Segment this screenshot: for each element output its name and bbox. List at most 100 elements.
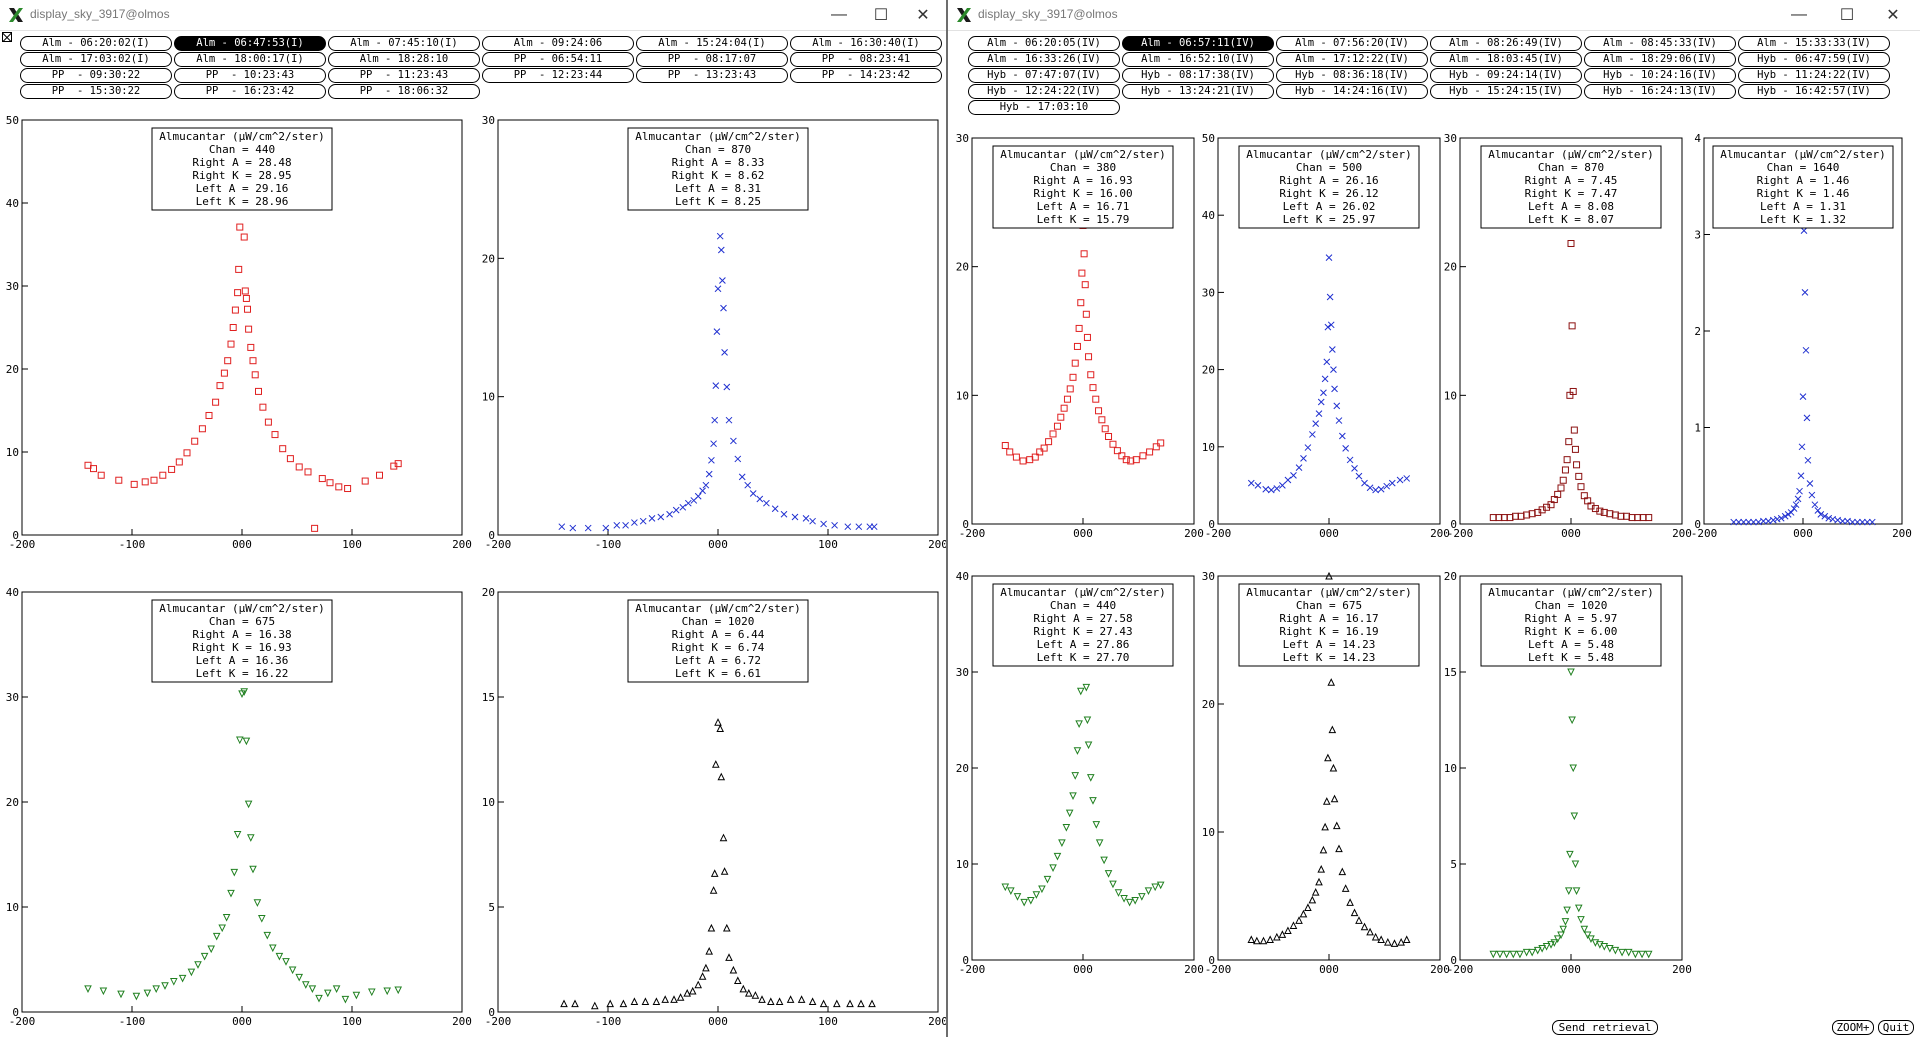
scan-button[interactable]: Hyb - 15:24:15(IV) bbox=[1430, 84, 1582, 99]
data-point bbox=[169, 978, 178, 986]
scan-button[interactable]: PP - 08:17:07 bbox=[636, 52, 788, 67]
data-point bbox=[205, 411, 213, 419]
scan-button[interactable]: Alm - 07:56:20(IV) bbox=[1276, 36, 1428, 51]
scan-button[interactable]: PP - 18:06:32 bbox=[328, 84, 480, 99]
close-button[interactable]: ✕ bbox=[1878, 4, 1908, 26]
minimize-button[interactable]: — bbox=[824, 4, 854, 26]
scan-button[interactable]: Alm - 15:24:04(I) bbox=[636, 36, 788, 51]
data-point bbox=[1799, 393, 1807, 400]
x-tick-label: 200 bbox=[1672, 963, 1692, 976]
scan-button[interactable]: Alm - 08:45:33(IV) bbox=[1584, 36, 1736, 51]
scan-button[interactable]: PP - 09:30:22 bbox=[20, 68, 172, 83]
data-point bbox=[1006, 448, 1014, 456]
data-point bbox=[1796, 487, 1803, 495]
scan-button[interactable]: Alm - 09:24:06 bbox=[482, 36, 634, 51]
data-point bbox=[1095, 407, 1103, 415]
scan-button[interactable]: Alm - 06:57:11(IV) bbox=[1122, 36, 1274, 51]
data-point bbox=[1329, 763, 1338, 772]
data-point bbox=[1797, 472, 1805, 480]
data-point bbox=[220, 369, 228, 377]
data-point bbox=[1317, 398, 1325, 406]
data-point bbox=[143, 989, 152, 998]
scan-button[interactable]: Alm - 15:33:33(IV) bbox=[1738, 36, 1890, 51]
scan-button[interactable]: Hyb - 08:36:18(IV) bbox=[1276, 68, 1428, 83]
scan-button[interactable]: Hyb - 09:24:14(IV) bbox=[1430, 68, 1582, 83]
scan-button[interactable]: Hyb - 07:47:07(IV) bbox=[968, 68, 1120, 83]
data-point bbox=[1315, 410, 1323, 417]
scan-button[interactable]: Alm - 16:30:40(I) bbox=[790, 36, 942, 51]
scan-button[interactable]: Alm - 17:12:22(IV) bbox=[1276, 52, 1428, 67]
data-point bbox=[758, 995, 766, 1003]
data-point bbox=[1278, 930, 1287, 938]
scan-button[interactable]: Hyb - 17:03:10 bbox=[968, 100, 1120, 115]
scan-button[interactable]: Hyb - 12:24:22(IV) bbox=[968, 84, 1120, 99]
send-retrieval-button[interactable]: Send retrieval bbox=[1552, 1020, 1658, 1035]
maximize-button[interactable]: ☐ bbox=[866, 4, 896, 26]
corner-box-icon[interactable] bbox=[2, 32, 12, 42]
data-point bbox=[1320, 389, 1327, 397]
zoom-button[interactable]: ZOOM+ bbox=[1832, 1020, 1874, 1035]
scan-button[interactable]: Alm - 08:26:49(IV) bbox=[1430, 36, 1582, 51]
scan-button[interactable]: Hyb - 11:24:22(IV) bbox=[1738, 68, 1890, 83]
title-bar-left[interactable]: display_sky_3917@olmos — ☐ ✕ bbox=[0, 0, 946, 31]
legend-box bbox=[1238, 583, 1420, 667]
scan-button[interactable]: Hyb - 08:17:38(IV) bbox=[1122, 68, 1274, 83]
maximize-button[interactable]: ☐ bbox=[1832, 4, 1862, 26]
scan-button[interactable]: Alm - 18:03:45(IV) bbox=[1430, 52, 1582, 67]
scan-button[interactable]: Alm - 06:20:02(I) bbox=[20, 36, 172, 51]
data-point bbox=[1109, 440, 1117, 448]
scan-button[interactable]: Hyb - 06:47:59(IV) bbox=[1738, 52, 1890, 67]
scan-button[interactable]: Alm - 18:00:17(I) bbox=[174, 52, 326, 67]
scan-button[interactable]: Alm - 16:33:26(IV) bbox=[968, 52, 1120, 67]
scan-button[interactable]: Alm - 18:28:10 bbox=[328, 52, 480, 67]
data-point bbox=[1332, 821, 1341, 830]
data-point bbox=[1821, 512, 1829, 520]
scan-button[interactable]: PP - 13:23:43 bbox=[636, 68, 788, 83]
data-point bbox=[1730, 518, 1738, 526]
data-point bbox=[1569, 387, 1577, 395]
scan-button[interactable]: Alm - 07:45:10(I) bbox=[328, 36, 480, 51]
plot: 0 10 20 30 40 50 -200 000 200 Almucantar (µW/cm^2… bbox=[1202, 132, 1450, 540]
data-point bbox=[198, 425, 206, 433]
y-tick-label: 10 bbox=[1444, 762, 1457, 775]
data-point bbox=[1322, 797, 1331, 805]
scan-button[interactable]: Hyb - 16:42:57(IV) bbox=[1738, 84, 1890, 99]
data-point bbox=[613, 521, 621, 529]
scan-button[interactable]: Alm - 16:52:10(IV) bbox=[1122, 52, 1274, 67]
data-point bbox=[231, 306, 239, 314]
minimize-button[interactable]: — bbox=[1784, 4, 1814, 26]
scan-button[interactable]: Alm - 17:03:02(I) bbox=[20, 52, 172, 67]
data-point bbox=[725, 416, 733, 424]
scan-button[interactable]: Alm - 18:29:06(IV) bbox=[1584, 52, 1736, 67]
scan-button[interactable]: PP - 14:23:42 bbox=[790, 68, 942, 83]
data-point bbox=[183, 449, 191, 457]
scan-button[interactable]: PP - 15:30:22 bbox=[20, 84, 172, 99]
scan-button[interactable]: PP - 08:23:41 bbox=[790, 52, 942, 67]
scan-button[interactable]: PP - 10:23:43 bbox=[174, 68, 326, 83]
scan-button[interactable]: PP - 11:23:43 bbox=[328, 68, 480, 83]
data-point bbox=[722, 923, 731, 932]
data-point bbox=[1120, 895, 1128, 903]
scan-button[interactable]: Hyb - 16:24:13(IV) bbox=[1584, 84, 1736, 99]
close-button[interactable]: ✕ bbox=[908, 4, 938, 26]
data-point bbox=[315, 994, 323, 1003]
data-point bbox=[717, 772, 726, 781]
scan-button[interactable]: Hyb - 13:24:21(IV) bbox=[1122, 84, 1274, 99]
scan-button[interactable]: Hyb - 10:24:16(IV) bbox=[1584, 68, 1736, 83]
data-point bbox=[1849, 518, 1856, 526]
quit-button[interactable]: Quit bbox=[1878, 1020, 1914, 1035]
x-tick-label: -200 bbox=[1205, 963, 1232, 976]
y-tick-label: 0 bbox=[1208, 518, 1215, 531]
scan-button[interactable]: Alm - 06:47:53(I) bbox=[174, 36, 326, 51]
data-point bbox=[786, 995, 795, 1003]
data-point bbox=[1113, 447, 1121, 455]
legend-line: Right A = 16.17 bbox=[1279, 612, 1378, 625]
data-point bbox=[1502, 950, 1511, 959]
scan-button[interactable]: PP - 16:23:42 bbox=[174, 84, 326, 99]
plot: 0 10 20 30 -200 -100 000 100 200 Almucantar (µW/c… bbox=[482, 114, 946, 551]
scan-button[interactable]: PP - 12:23:44 bbox=[482, 68, 634, 83]
scan-button[interactable]: PP - 06:54:11 bbox=[482, 52, 634, 67]
scan-button[interactable]: Alm - 06:20:05(IV) bbox=[968, 36, 1120, 51]
scan-button[interactable]: Hyb - 14:24:16(IV) bbox=[1276, 84, 1428, 99]
title-bar-right[interactable]: display_sky_3917@olmos — ☐ ✕ bbox=[948, 0, 1920, 31]
